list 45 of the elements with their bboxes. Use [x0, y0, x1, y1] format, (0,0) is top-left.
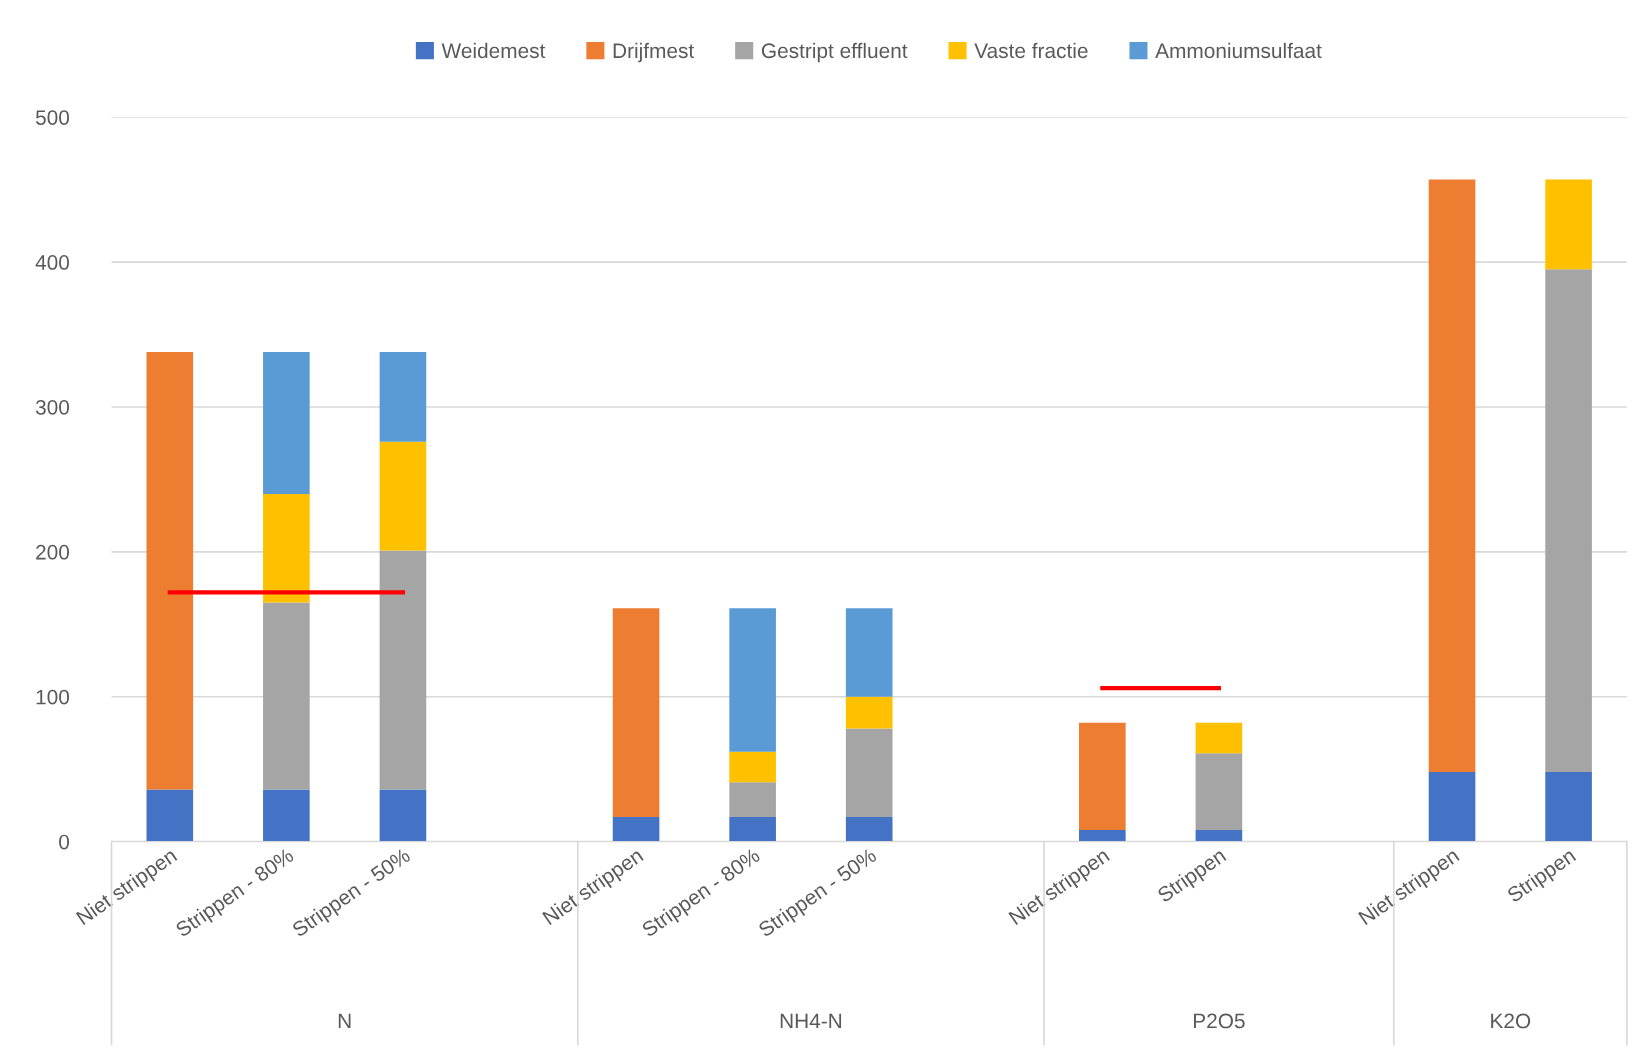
bar [1545, 269, 1592, 773]
legend-label: Weidemest [441, 42, 546, 59]
bar [379, 441, 427, 551]
bar [845, 728, 893, 817]
text: P2O5 [1193, 1013, 1245, 1029]
bar [729, 817, 776, 842]
y-tick-label: 400 [35, 255, 70, 270]
y-tick-label: 100 [36, 689, 70, 705]
bar [379, 789, 427, 842]
bar [146, 351, 194, 790]
bar [263, 789, 310, 842]
bar [379, 550, 427, 790]
y-tick-label: 200 [36, 544, 70, 560]
bar [612, 817, 660, 842]
legend-label: Ammoniumsulfaat [1155, 42, 1322, 59]
bar [845, 817, 893, 842]
bar [845, 608, 893, 697]
bar [1428, 772, 1476, 842]
legend-label: Gestript effluent [761, 42, 908, 63]
bar [1195, 722, 1243, 754]
text: K2O [1491, 1013, 1531, 1029]
text: N [338, 1013, 351, 1029]
y-tick-label: 0 [59, 834, 70, 850]
bar [146, 789, 194, 842]
text: NH4-N [780, 1013, 842, 1029]
bar [1079, 722, 1126, 831]
bar [263, 351, 310, 494]
bar [612, 608, 660, 817]
bar [263, 602, 310, 790]
bar [1545, 179, 1592, 270]
legend-label: Drijfmest [613, 42, 695, 63]
bar [729, 782, 776, 817]
bar [845, 696, 893, 729]
bar [729, 608, 776, 752]
y-tick-label: 500 [35, 110, 70, 125]
bar [1195, 753, 1243, 831]
bar [1428, 179, 1476, 773]
y-tick-label: 300 [35, 399, 70, 415]
legend-label: Vaste fractie [974, 42, 1088, 59]
bar [1545, 772, 1592, 842]
bar [379, 351, 427, 442]
bar [263, 493, 310, 603]
bar [1079, 830, 1126, 842]
bar [729, 751, 776, 783]
bar [1195, 830, 1243, 842]
